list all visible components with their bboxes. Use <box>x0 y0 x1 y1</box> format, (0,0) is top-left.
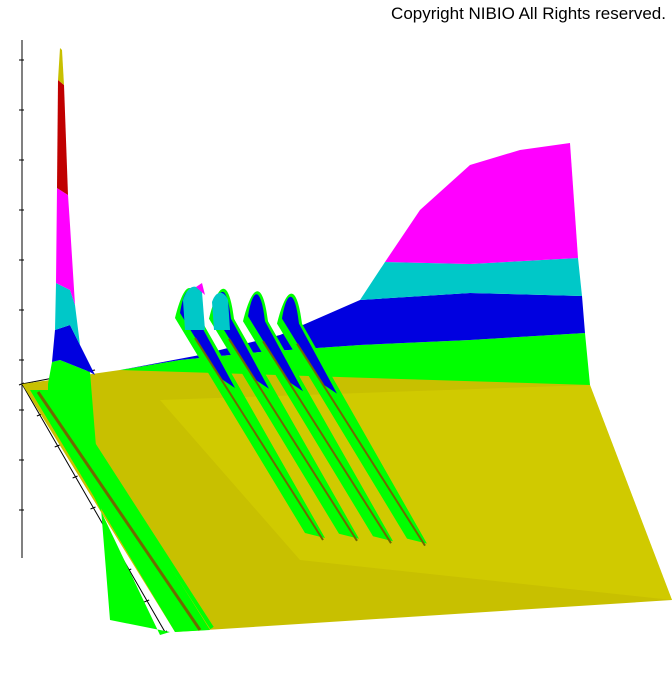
ridge-cyan-tip <box>183 286 205 330</box>
copyright-notice: Copyright NIBIO All Rights reserved. <box>391 4 666 23</box>
ridge-shadow <box>262 340 392 544</box>
ridges <box>175 283 427 547</box>
peak-band <box>57 80 68 195</box>
ridge-shadow <box>296 343 426 547</box>
front-stripe-light <box>58 390 214 630</box>
peak-band <box>52 325 95 375</box>
peak-band <box>55 283 80 345</box>
ridge-shadow <box>228 338 358 542</box>
back-band <box>385 143 578 264</box>
back-band <box>360 258 582 300</box>
peak-band <box>56 188 75 305</box>
ridge-blue <box>282 296 337 394</box>
ridge-shadow <box>194 337 324 541</box>
ridge-cyan-tip <box>212 292 230 330</box>
y-tick <box>90 506 96 510</box>
ridge-magenta-tip <box>196 283 205 295</box>
back-surface <box>120 143 590 400</box>
y-tick <box>18 382 25 386</box>
main-peak <box>30 48 214 635</box>
y-tick <box>72 475 78 479</box>
y-tick <box>143 599 150 603</box>
ridge-blue <box>248 294 303 392</box>
y-tick <box>54 444 60 448</box>
peak-band <box>58 48 64 85</box>
front-stripe-shadow <box>36 391 202 631</box>
